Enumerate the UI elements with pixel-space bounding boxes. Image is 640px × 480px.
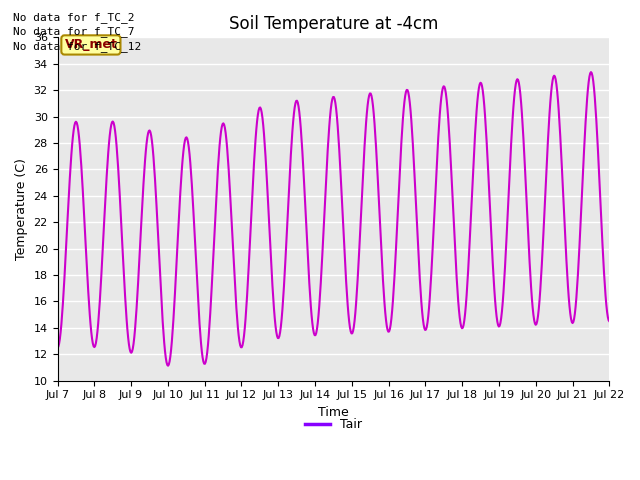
X-axis label: Time: Time bbox=[318, 406, 349, 419]
Legend: Tair: Tair bbox=[300, 413, 367, 436]
Title: Soil Temperature at -4cm: Soil Temperature at -4cm bbox=[228, 15, 438, 33]
Text: No data for f_TC_12: No data for f_TC_12 bbox=[13, 41, 141, 52]
Text: No data for f_TC_2: No data for f_TC_2 bbox=[13, 12, 134, 23]
Y-axis label: Temperature (C): Temperature (C) bbox=[15, 158, 28, 260]
Text: No data for f_TC_7: No data for f_TC_7 bbox=[13, 26, 134, 37]
Text: VR_met: VR_met bbox=[65, 38, 117, 51]
